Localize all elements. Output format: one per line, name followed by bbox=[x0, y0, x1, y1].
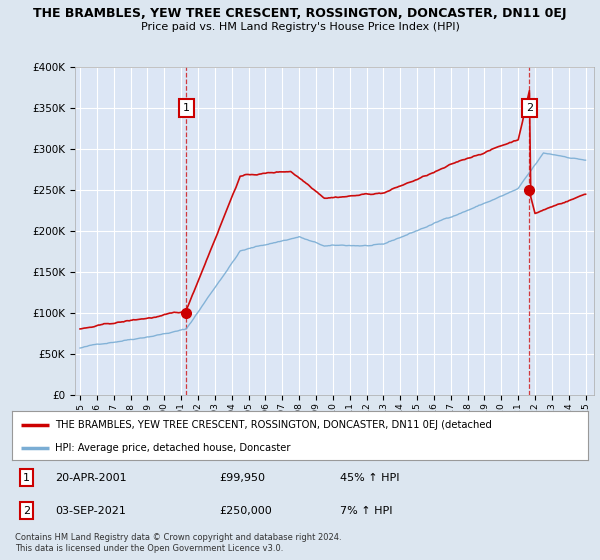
Text: 2: 2 bbox=[526, 103, 533, 113]
Text: 45% ↑ HPI: 45% ↑ HPI bbox=[340, 473, 400, 483]
Text: Contains HM Land Registry data © Crown copyright and database right 2024.
This d: Contains HM Land Registry data © Crown c… bbox=[15, 533, 341, 553]
Text: HPI: Average price, detached house, Doncaster: HPI: Average price, detached house, Donc… bbox=[55, 443, 290, 453]
Text: 1: 1 bbox=[23, 473, 30, 483]
Text: 7% ↑ HPI: 7% ↑ HPI bbox=[340, 506, 393, 516]
Text: 2: 2 bbox=[23, 506, 30, 516]
Text: 20-APR-2001: 20-APR-2001 bbox=[55, 473, 127, 483]
Text: THE BRAMBLES, YEW TREE CRESCENT, ROSSINGTON, DONCASTER, DN11 0EJ: THE BRAMBLES, YEW TREE CRESCENT, ROSSING… bbox=[33, 7, 567, 20]
Text: £250,000: £250,000 bbox=[220, 506, 272, 516]
Text: 1: 1 bbox=[183, 103, 190, 113]
Text: 03-SEP-2021: 03-SEP-2021 bbox=[55, 506, 126, 516]
Text: £99,950: £99,950 bbox=[220, 473, 265, 483]
Text: Price paid vs. HM Land Registry's House Price Index (HPI): Price paid vs. HM Land Registry's House … bbox=[140, 22, 460, 32]
Text: THE BRAMBLES, YEW TREE CRESCENT, ROSSINGTON, DONCASTER, DN11 0EJ (detached: THE BRAMBLES, YEW TREE CRESCENT, ROSSING… bbox=[55, 420, 492, 430]
